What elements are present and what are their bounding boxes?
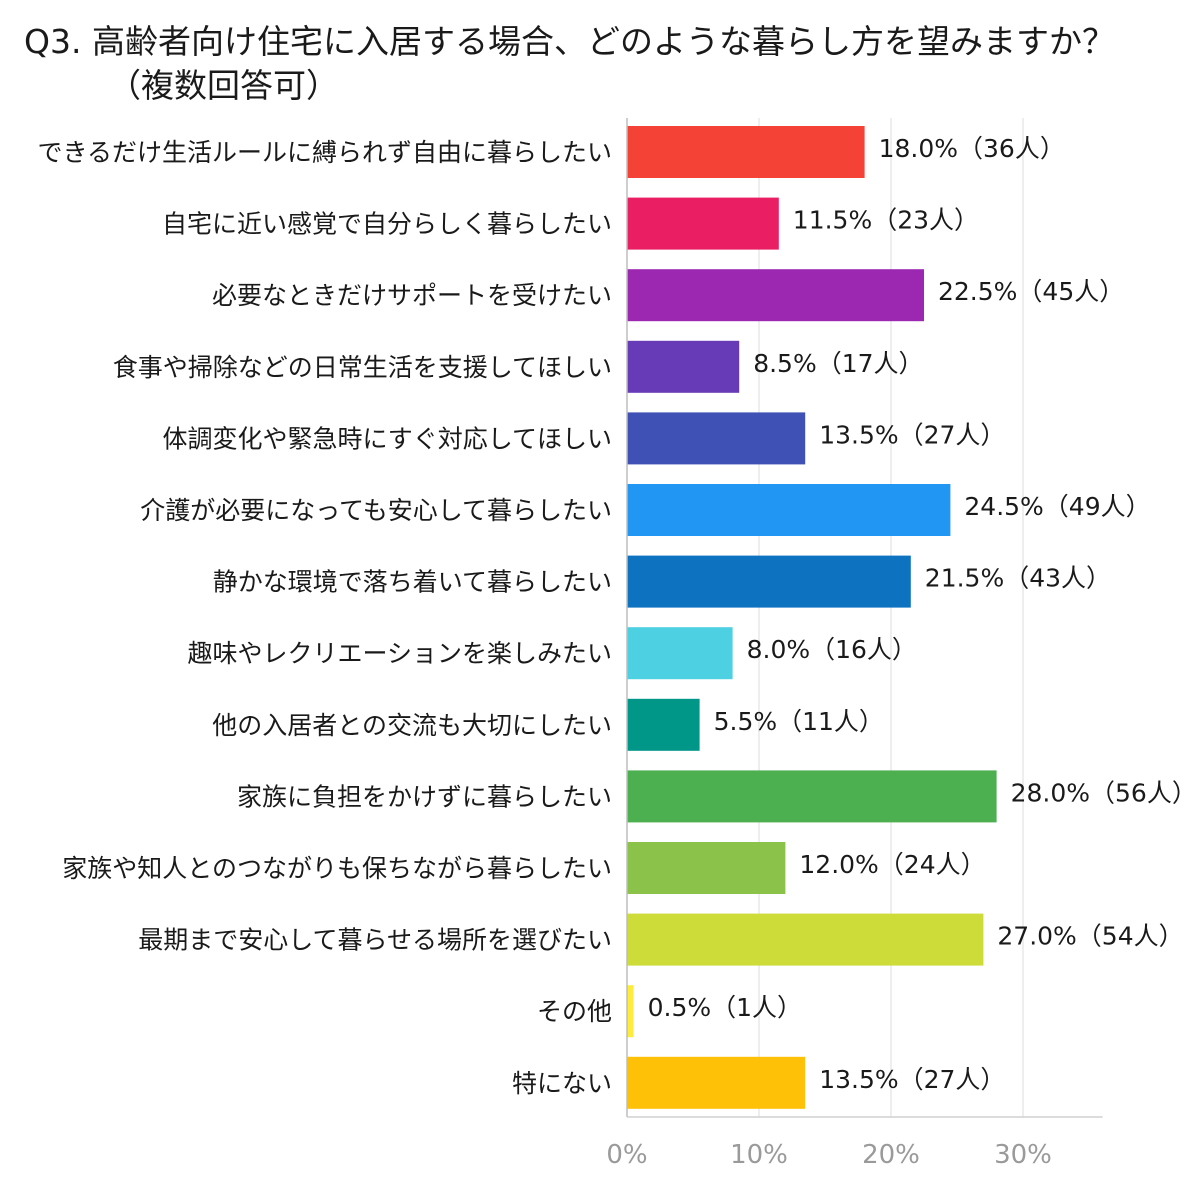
bar — [627, 985, 634, 1038]
bar — [627, 1056, 806, 1109]
data-label: 22.5%（45人） — [938, 277, 1124, 306]
chart-title-line1: Q3. 高齢者向け住宅に入居する場合、どのような暮らし方を望みますか？ — [24, 22, 1115, 61]
category-label: できるだけ生活ルールに縛られず自由に暮らしたい — [37, 138, 612, 167]
chart-title: Q3. 高齢者向け住宅に入居する場合、どのような暮らし方を望みますか？ （複数回答… — [24, 20, 1184, 108]
data-labels: 18.0%（36人） 11.5%（23人） 22.5%（45人） 8.5%（17人） 1… — [648, 134, 1197, 1094]
data-label: 8.5%（17人） — [753, 349, 923, 378]
bar — [627, 340, 740, 393]
x-tick-label: 30% — [994, 1140, 1052, 1170]
x-tick-label: 0% — [606, 1140, 647, 1170]
bars — [627, 126, 997, 1109]
bar — [627, 913, 984, 966]
bar — [627, 627, 733, 680]
category-label: その他 — [537, 997, 612, 1026]
category-label: 自宅に近い感覚で自分らしく暮らしたい — [162, 210, 612, 239]
bar — [627, 197, 779, 250]
x-axis: 0% 10% 20% 30% — [606, 118, 1103, 1170]
category-labels: できるだけ生活ルールに縛られず自由に暮らしたい自宅に近い感覚で自分らしく暮らした… — [37, 138, 612, 1098]
bar — [627, 126, 865, 178]
category-label: 特にない — [512, 1069, 612, 1098]
category-label: 食事や掃除などの日常生活を支援してほしい — [113, 353, 612, 382]
category-label: 体調変化や緊急時にすぐ対応してほしい — [162, 424, 612, 453]
data-label: 24.5%（49人） — [964, 492, 1150, 521]
category-label: 介護が必要になっても安心して暮らしたい — [140, 496, 612, 525]
data-label: 27.0%（54人） — [997, 922, 1183, 951]
chart-title-line2: （複数回答可） — [108, 66, 339, 105]
bar — [627, 842, 786, 894]
bar — [627, 269, 924, 322]
data-label: 28.0%（56人） — [1011, 778, 1197, 807]
data-label: 21.5%（43人） — [925, 564, 1111, 593]
x-tick-label: 10% — [730, 1140, 788, 1170]
data-label: 11.5%（23人） — [793, 206, 979, 235]
data-label: 8.0%（16人） — [747, 635, 917, 664]
category-label: 他の入居者との交流も大切にしたい — [212, 711, 612, 740]
category-label: 家族や知人とのつながりも保ちながら暮らしたい — [62, 854, 612, 883]
data-label: 13.5%（27人） — [819, 420, 1005, 449]
category-label: 趣味やレクリエーションを楽しみたい — [187, 639, 612, 668]
bar — [627, 698, 700, 751]
data-label: 18.0%（36人） — [879, 134, 1065, 163]
data-label: 5.5%（11人） — [714, 707, 884, 736]
x-tick-label: 20% — [862, 1140, 920, 1170]
bar — [627, 770, 997, 823]
category-label: 最期まで安心して暮らせる場所を選びたい — [138, 926, 612, 955]
bar — [627, 555, 911, 608]
bar — [627, 412, 806, 465]
data-label: 0.5%（1人） — [648, 993, 802, 1022]
category-label: 必要なときだけサポートを受けたい — [212, 281, 612, 310]
data-label: 12.0%（24人） — [799, 850, 985, 879]
bar — [627, 484, 951, 536]
category-label: 家族に負担をかけずに暮らしたい — [237, 782, 612, 811]
category-label: 静かな環境で落ち着いて暮らしたい — [213, 568, 612, 597]
data-label: 13.5%（27人） — [819, 1065, 1005, 1094]
gridlines — [758, 118, 1024, 1117]
